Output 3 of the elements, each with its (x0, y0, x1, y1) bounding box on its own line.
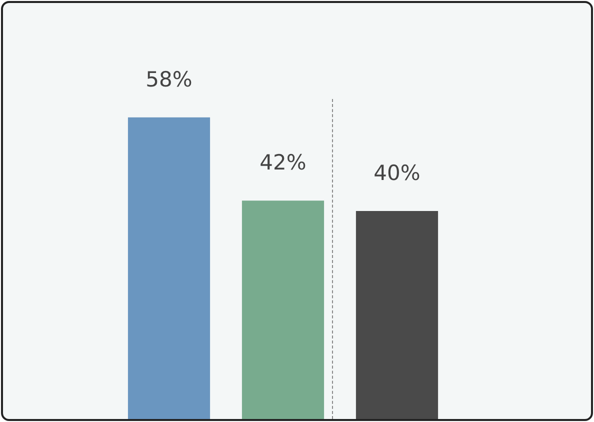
data-label: 40% (374, 160, 420, 185)
data-label: 58% (146, 67, 192, 92)
data-label: 42% (260, 150, 306, 175)
